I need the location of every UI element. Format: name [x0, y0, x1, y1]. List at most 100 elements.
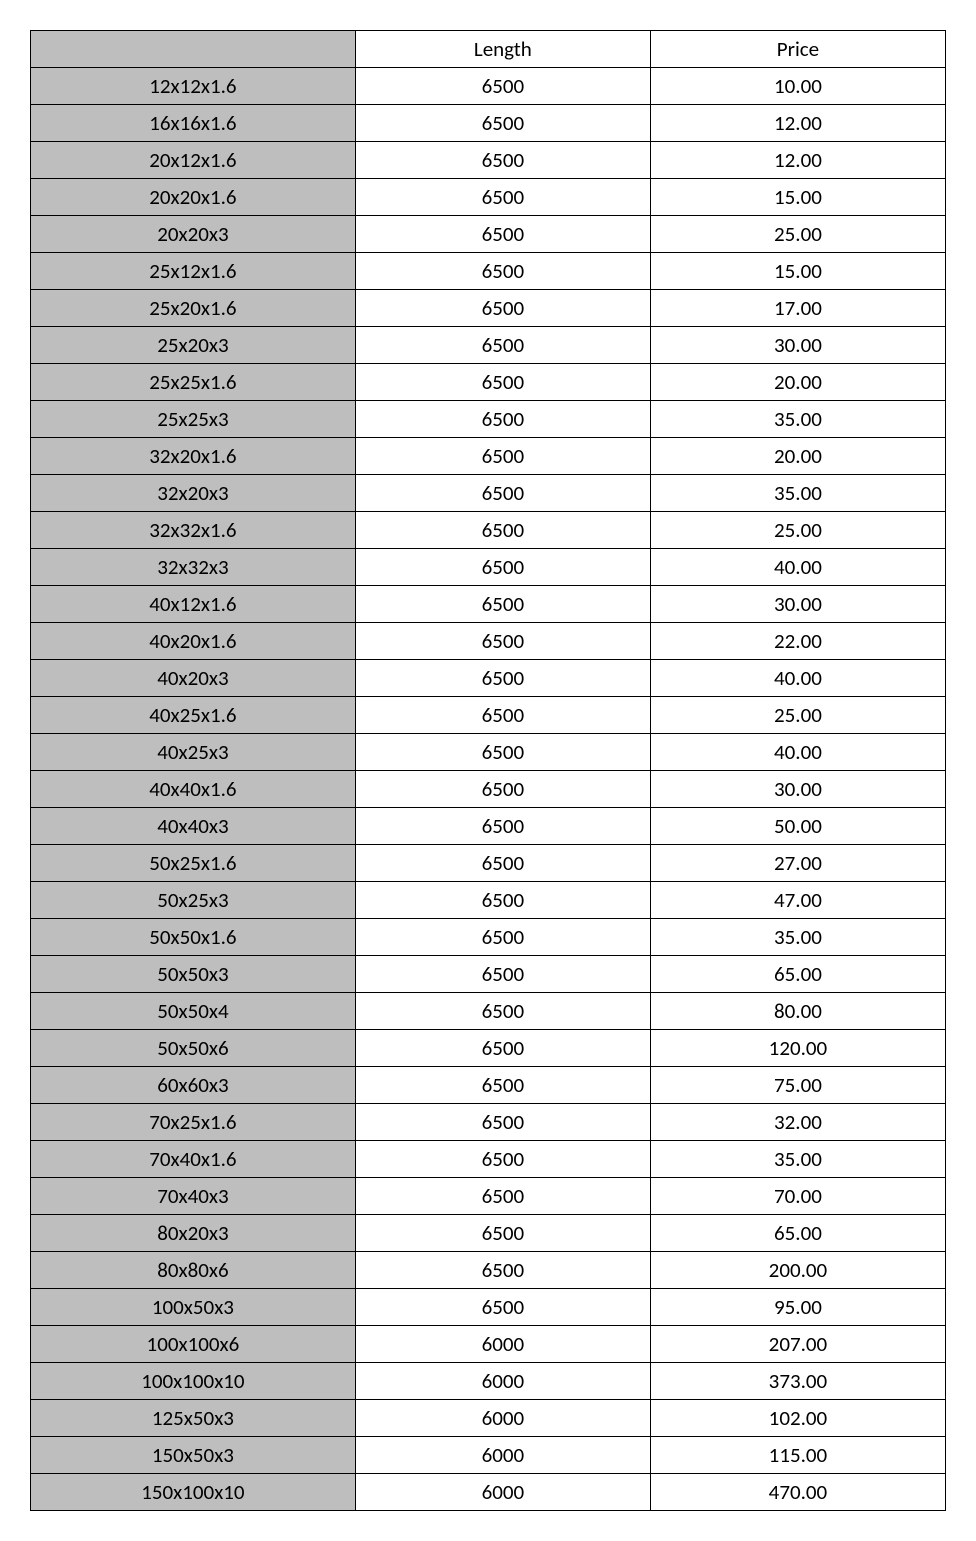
cell-price: 95.00 [650, 1289, 945, 1326]
cell-price: 22.00 [650, 623, 945, 660]
table-row: 100x100x106000373.00 [31, 1363, 946, 1400]
pricing-table: Length Price 12x12x1.6650010.0016x16x1.6… [30, 30, 946, 1511]
table-row: 32x32x1.6650025.00 [31, 512, 946, 549]
cell-length: 6500 [355, 142, 650, 179]
cell-price: 30.00 [650, 771, 945, 808]
cell-size: 70x40x3 [31, 1178, 356, 1215]
cell-length: 6500 [355, 1289, 650, 1326]
cell-length: 6500 [355, 1178, 650, 1215]
cell-size: 80x80x6 [31, 1252, 356, 1289]
cell-length: 6500 [355, 438, 650, 475]
table-row: 25x20x3650030.00 [31, 327, 946, 364]
cell-length: 6500 [355, 993, 650, 1030]
cell-size: 40x25x1.6 [31, 697, 356, 734]
cell-price: 115.00 [650, 1437, 945, 1474]
cell-size: 20x20x3 [31, 216, 356, 253]
table-row: 40x20x3650040.00 [31, 660, 946, 697]
cell-size: 40x12x1.6 [31, 586, 356, 623]
header-size [31, 31, 356, 68]
cell-length: 6500 [355, 105, 650, 142]
cell-size: 40x20x3 [31, 660, 356, 697]
header-price: Price [650, 31, 945, 68]
cell-size: 32x32x1.6 [31, 512, 356, 549]
table-row: 60x60x3650075.00 [31, 1067, 946, 1104]
cell-size: 150x100x10 [31, 1474, 356, 1511]
cell-size: 50x25x3 [31, 882, 356, 919]
cell-price: 102.00 [650, 1400, 945, 1437]
cell-price: 207.00 [650, 1326, 945, 1363]
cell-size: 150x50x3 [31, 1437, 356, 1474]
cell-price: 35.00 [650, 919, 945, 956]
cell-price: 200.00 [650, 1252, 945, 1289]
cell-price: 25.00 [650, 512, 945, 549]
cell-length: 6500 [355, 549, 650, 586]
table-row: 25x12x1.6650015.00 [31, 253, 946, 290]
cell-length: 6000 [355, 1437, 650, 1474]
cell-size: 70x25x1.6 [31, 1104, 356, 1141]
cell-size: 50x50x6 [31, 1030, 356, 1067]
cell-length: 6500 [355, 1141, 650, 1178]
cell-length: 6500 [355, 1104, 650, 1141]
cell-length: 6500 [355, 1030, 650, 1067]
cell-size: 25x25x3 [31, 401, 356, 438]
cell-price: 35.00 [650, 1141, 945, 1178]
table-row: 20x20x3650025.00 [31, 216, 946, 253]
cell-size: 80x20x3 [31, 1215, 356, 1252]
cell-length: 6500 [355, 956, 650, 993]
cell-price: 65.00 [650, 1215, 945, 1252]
cell-price: 470.00 [650, 1474, 945, 1511]
cell-length: 6500 [355, 771, 650, 808]
cell-length: 6500 [355, 364, 650, 401]
cell-length: 6500 [355, 1215, 650, 1252]
cell-length: 6500 [355, 919, 650, 956]
table-row: 25x20x1.6650017.00 [31, 290, 946, 327]
cell-price: 27.00 [650, 845, 945, 882]
cell-price: 10.00 [650, 68, 945, 105]
table-row: 80x80x66500200.00 [31, 1252, 946, 1289]
cell-size: 100x100x6 [31, 1326, 356, 1363]
cell-length: 6500 [355, 475, 650, 512]
cell-length: 6000 [355, 1363, 650, 1400]
cell-length: 6500 [355, 68, 650, 105]
table-row: 25x25x1.6650020.00 [31, 364, 946, 401]
table-row: 40x12x1.6650030.00 [31, 586, 946, 623]
cell-size: 20x20x1.6 [31, 179, 356, 216]
table-row: 50x50x3650065.00 [31, 956, 946, 993]
cell-length: 6500 [355, 623, 650, 660]
cell-length: 6500 [355, 734, 650, 771]
table-row: 20x12x1.6650012.00 [31, 142, 946, 179]
table-row: 100x100x66000207.00 [31, 1326, 946, 1363]
table-row: 40x25x3650040.00 [31, 734, 946, 771]
cell-price: 120.00 [650, 1030, 945, 1067]
cell-length: 6500 [355, 697, 650, 734]
cell-price: 12.00 [650, 142, 945, 179]
cell-price: 373.00 [650, 1363, 945, 1400]
cell-size: 25x25x1.6 [31, 364, 356, 401]
table-row: 40x25x1.6650025.00 [31, 697, 946, 734]
cell-size: 50x50x1.6 [31, 919, 356, 956]
table-row: 20x20x1.6650015.00 [31, 179, 946, 216]
cell-price: 80.00 [650, 993, 945, 1030]
cell-length: 6500 [355, 512, 650, 549]
cell-price: 12.00 [650, 105, 945, 142]
cell-length: 6500 [355, 216, 650, 253]
cell-price: 47.00 [650, 882, 945, 919]
cell-length: 6500 [355, 586, 650, 623]
cell-size: 12x12x1.6 [31, 68, 356, 105]
table-row: 50x25x1.6650027.00 [31, 845, 946, 882]
table-row: 70x40x3650070.00 [31, 1178, 946, 1215]
table-row: 40x40x1.6650030.00 [31, 771, 946, 808]
cell-size: 25x20x3 [31, 327, 356, 364]
cell-price: 25.00 [650, 697, 945, 734]
cell-size: 50x50x4 [31, 993, 356, 1030]
table-row: 12x12x1.6650010.00 [31, 68, 946, 105]
cell-price: 40.00 [650, 549, 945, 586]
cell-size: 50x50x3 [31, 956, 356, 993]
cell-length: 6500 [355, 660, 650, 697]
cell-price: 15.00 [650, 253, 945, 290]
cell-size: 20x12x1.6 [31, 142, 356, 179]
cell-length: 6500 [355, 882, 650, 919]
table-row: 150x100x106000470.00 [31, 1474, 946, 1511]
cell-price: 35.00 [650, 475, 945, 512]
table-row: 125x50x36000102.00 [31, 1400, 946, 1437]
